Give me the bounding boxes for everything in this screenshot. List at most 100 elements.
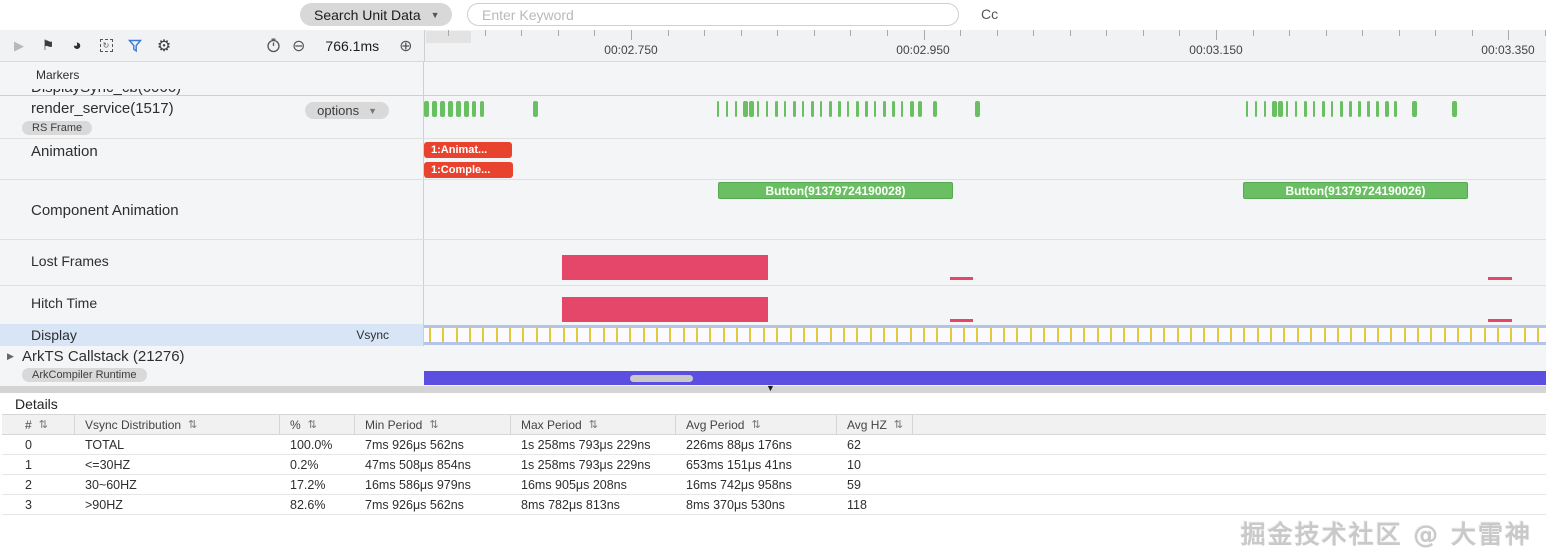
- track-row-lost-frames[interactable]: Lost Frames: [0, 240, 1546, 286]
- table-cell[interactable]: 30~60HZ: [85, 477, 137, 492]
- table-row[interactable]: 2 30~60HZ 17.2% 16ms 586μs 979ns 16ms 905μs …: [2, 475, 1546, 495]
- render-activity-tick: [1349, 101, 1352, 117]
- table-sort-header[interactable]: Max Period ⇅: [511, 415, 676, 434]
- hitch-time-bar[interactable]: [1488, 319, 1512, 322]
- sort-icon: ⇅: [588, 419, 598, 431]
- table-sort-header[interactable]: Avg HZ ⇅: [837, 415, 913, 434]
- lost-frame-bar[interactable]: [950, 277, 973, 280]
- match-case-toggle[interactable]: Cc: [981, 6, 999, 22]
- track-row-animation[interactable]: Animation 1:Animat... 1:Comple...: [0, 139, 1546, 180]
- table-cell[interactable]: 8ms 782μs 813ns: [521, 497, 620, 512]
- table-cell[interactable]: <=30HZ: [85, 457, 131, 472]
- table-sort-header[interactable]: # ⇅: [2, 415, 75, 434]
- arkts-activity-bar[interactable]: [424, 371, 1546, 385]
- vsync-tick: [1216, 328, 1219, 342]
- table-cell[interactable]: 226ms 88μs 176ns: [686, 437, 792, 452]
- table-cell[interactable]: 1s 258ms 793μs 229ns: [521, 457, 651, 472]
- vsync-tick: [869, 328, 872, 342]
- table-row[interactable]: 0 TOTAL 100.0% 7ms 926μs 562ns 1s 258ms 793μ…: [2, 435, 1546, 455]
- ruler-selection-handle[interactable]: [426, 31, 471, 43]
- table-cell[interactable]: 59: [847, 477, 861, 492]
- table-cell[interactable]: 17.2%: [290, 477, 326, 492]
- table-cell[interactable]: TOTAL: [85, 437, 125, 452]
- ruler-tick: [631, 30, 632, 40]
- track-row-displaysync-clipped[interactable]: DisplaySync_cb(6066): [0, 89, 1546, 96]
- timer-icon[interactable]: [264, 37, 282, 55]
- vsync-tick: [882, 328, 885, 342]
- vsync-tick: [1243, 328, 1246, 342]
- table-cell[interactable]: 0.2%: [290, 457, 319, 472]
- track-row-arkts-callstack[interactable]: ▶ ArkTS Callstack (21276): [0, 346, 1546, 367]
- zoom-in-icon[interactable]: ⊕: [399, 37, 413, 55]
- search-scope-dropdown[interactable]: Search Unit Data ▼: [300, 3, 452, 26]
- table-cell[interactable]: 1s 258ms 793μs 229ns: [521, 437, 651, 452]
- zoom-out-icon[interactable]: ⊖: [292, 37, 306, 55]
- table-cell[interactable]: 7ms 926μs 562ns: [365, 497, 464, 512]
- table-sort-header[interactable]: Vsync Distribution ⇅: [75, 415, 280, 434]
- expand-arrow-icon[interactable]: ▶: [7, 351, 14, 361]
- table-cell[interactable]: 3: [25, 497, 32, 512]
- table-row[interactable]: 1 <=30HZ 0.2% 47ms 508μs 854ns 1s 258ms 793μ…: [2, 455, 1546, 475]
- vsync-tick: [722, 328, 725, 342]
- ruler-tick: [996, 30, 998, 36]
- vsync-band[interactable]: [424, 325, 1546, 345]
- table-cell[interactable]: 47ms 508μs 854ns: [365, 457, 471, 472]
- render-activity-tick: [1313, 101, 1315, 117]
- details-panel-divider[interactable]: ▼: [0, 383, 1546, 393]
- table-cell[interactable]: 118: [847, 497, 867, 512]
- table-cell[interactable]: 16ms 905μs 208ns: [521, 477, 627, 492]
- table-cell[interactable]: 653ms 151μs 41ns: [686, 457, 792, 472]
- table-sort-header[interactable]: Min Period ⇅: [355, 415, 511, 434]
- table-sort-header[interactable]: Avg Period ⇅: [676, 415, 837, 434]
- timeline-tracks: Markers DisplaySync_cb(6066) render_serv…: [0, 62, 1546, 386]
- render-activity-tick: [892, 101, 895, 117]
- table-cell[interactable]: >90HZ: [85, 497, 123, 512]
- table-sort-header[interactable]: % ⇅: [280, 415, 355, 434]
- gear-icon[interactable]: ⚙: [156, 37, 172, 55]
- vsync-tick: [1270, 328, 1273, 342]
- timeline-ruler[interactable]: 00:02.750 00:02.950 00:03.150 00:03.350: [424, 30, 1546, 61]
- filter-icon[interactable]: [126, 37, 144, 55]
- table-cell[interactable]: 62: [847, 437, 861, 452]
- horizontal-scrollbar-thumb[interactable]: [630, 375, 693, 382]
- table-cell[interactable]: 2: [25, 477, 32, 492]
- table-cell[interactable]: 1: [25, 457, 32, 472]
- table-cell[interactable]: 10: [847, 457, 861, 472]
- play-icon[interactable]: ▶: [14, 37, 24, 53]
- vsync-tick: [575, 328, 578, 342]
- table-cell[interactable]: 100.0%: [290, 437, 333, 452]
- hitch-time-bar[interactable]: [562, 297, 768, 322]
- table-cell[interactable]: 16ms 742μs 958ns: [686, 477, 792, 492]
- hitch-time-bar[interactable]: [950, 319, 973, 322]
- table-cell[interactable]: 7ms 926μs 562ns: [365, 437, 464, 452]
- marquee-select-icon[interactable]: ↻: [97, 37, 115, 55]
- table-row[interactable]: 3 >90HZ 82.6% 7ms 926μs 562ns 8ms 782μs 813n…: [2, 495, 1546, 515]
- table-cell[interactable]: 16ms 586μs 979ns: [365, 477, 471, 492]
- animation-span[interactable]: 1:Animat...: [424, 142, 512, 158]
- track-row-display[interactable]: Display Vsync: [0, 324, 1546, 346]
- table-cell[interactable]: 82.6%: [290, 497, 326, 512]
- vsync-tick: [1123, 328, 1126, 342]
- vsync-tick: [736, 328, 739, 342]
- table-cell[interactable]: 8ms 370μs 530ns: [686, 497, 785, 512]
- track-row-render-service[interactable]: render_service(1517) RS Frame options ▼: [0, 96, 1546, 139]
- collapse-details-icon[interactable]: ▼: [766, 383, 775, 393]
- component-animation-span[interactable]: Button(91379724190026): [1243, 182, 1468, 199]
- target-icon[interactable]: ◕: [72, 37, 82, 54]
- animation-span[interactable]: 1:Comple...: [424, 162, 513, 178]
- track-row-markers[interactable]: Markers: [0, 62, 1546, 89]
- table-cell[interactable]: 0: [25, 437, 32, 452]
- keyword-search-input[interactable]: [467, 3, 959, 26]
- track-row-component-animation[interactable]: Component Animation Button(9137972419002…: [0, 180, 1546, 240]
- ruler-tick: [704, 30, 706, 36]
- column-label: Vsync Distribution: [85, 417, 182, 432]
- lost-frame-bar[interactable]: [562, 255, 768, 280]
- lost-frame-bar[interactable]: [1488, 277, 1512, 280]
- ruler-tick: [1398, 30, 1400, 36]
- render-activity-tick: [847, 101, 849, 117]
- track-row-hitch-time[interactable]: Hitch Time: [0, 286, 1546, 324]
- track-row-arkcompiler[interactable]: ArkCompiler Runtime: [0, 367, 1546, 386]
- options-button[interactable]: options ▼: [305, 102, 389, 119]
- flag-icon[interactable]: ⚑: [41, 37, 55, 53]
- component-animation-span[interactable]: Button(91379724190028): [718, 182, 953, 199]
